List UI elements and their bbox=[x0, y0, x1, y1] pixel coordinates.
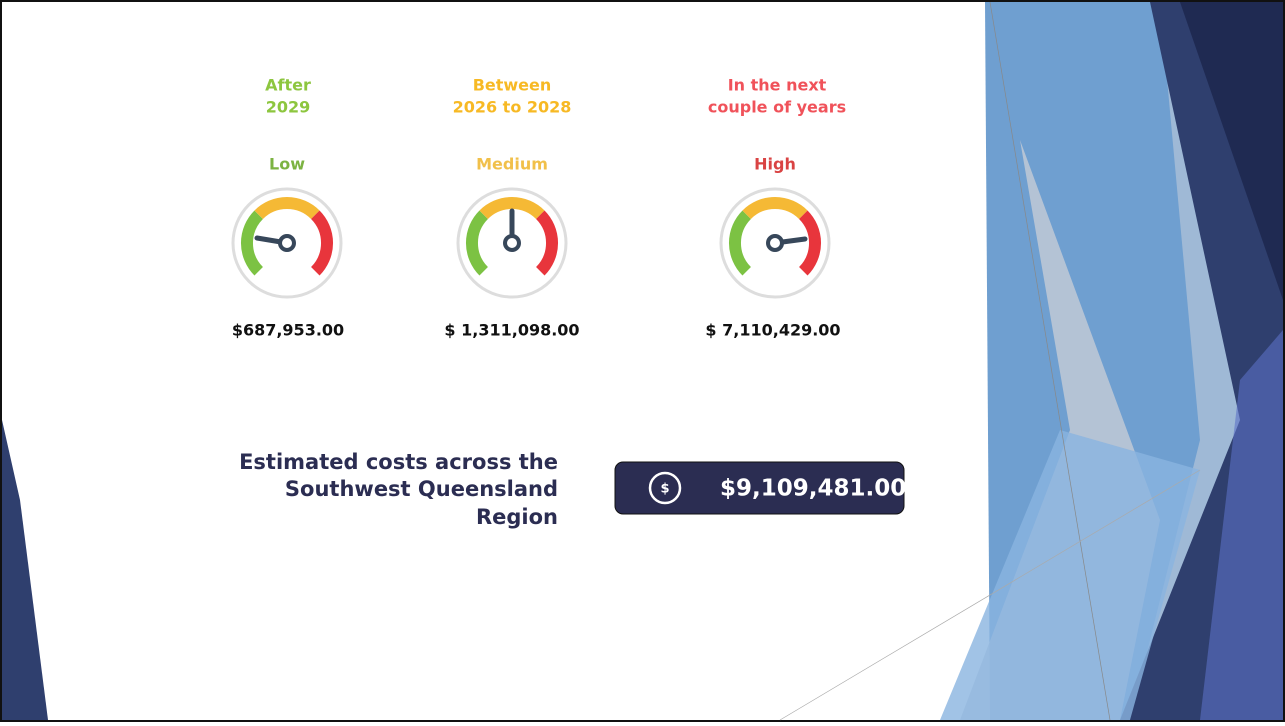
total-badge: $ $9,109,481.00 bbox=[615, 462, 906, 514]
gauge-icon bbox=[233, 189, 341, 297]
timeframe: After bbox=[265, 76, 311, 95]
cost: $ 7,110,429.00 bbox=[705, 321, 840, 340]
slide: After 2029 Between 2026 to 2028 In the n… bbox=[0, 0, 1285, 722]
total: $9,109,481.00 bbox=[720, 476, 906, 502]
timeframe: Between bbox=[473, 76, 552, 95]
timeframe: In the next bbox=[728, 76, 827, 95]
svg-text:$: $ bbox=[660, 482, 669, 497]
timeframe: 2026 to 2028 bbox=[453, 98, 572, 117]
summary-label: Estimated costs across the bbox=[239, 450, 558, 474]
gauge-icon bbox=[458, 189, 566, 297]
cost: $687,953.00 bbox=[232, 321, 344, 340]
summary-label: Region bbox=[476, 505, 558, 529]
timeframe: couple of years bbox=[708, 98, 846, 117]
timeframe: 2029 bbox=[266, 98, 311, 117]
page: After 2029 Between 2026 to 2028 In the n… bbox=[0, 0, 1285, 726]
cost: $ 1,311,098.00 bbox=[444, 321, 579, 340]
level: Medium bbox=[476, 155, 548, 174]
gauge-icon bbox=[721, 189, 829, 297]
level: High bbox=[754, 155, 796, 174]
level: Low bbox=[269, 155, 305, 174]
summary-label: Southwest Queensland bbox=[285, 477, 558, 501]
